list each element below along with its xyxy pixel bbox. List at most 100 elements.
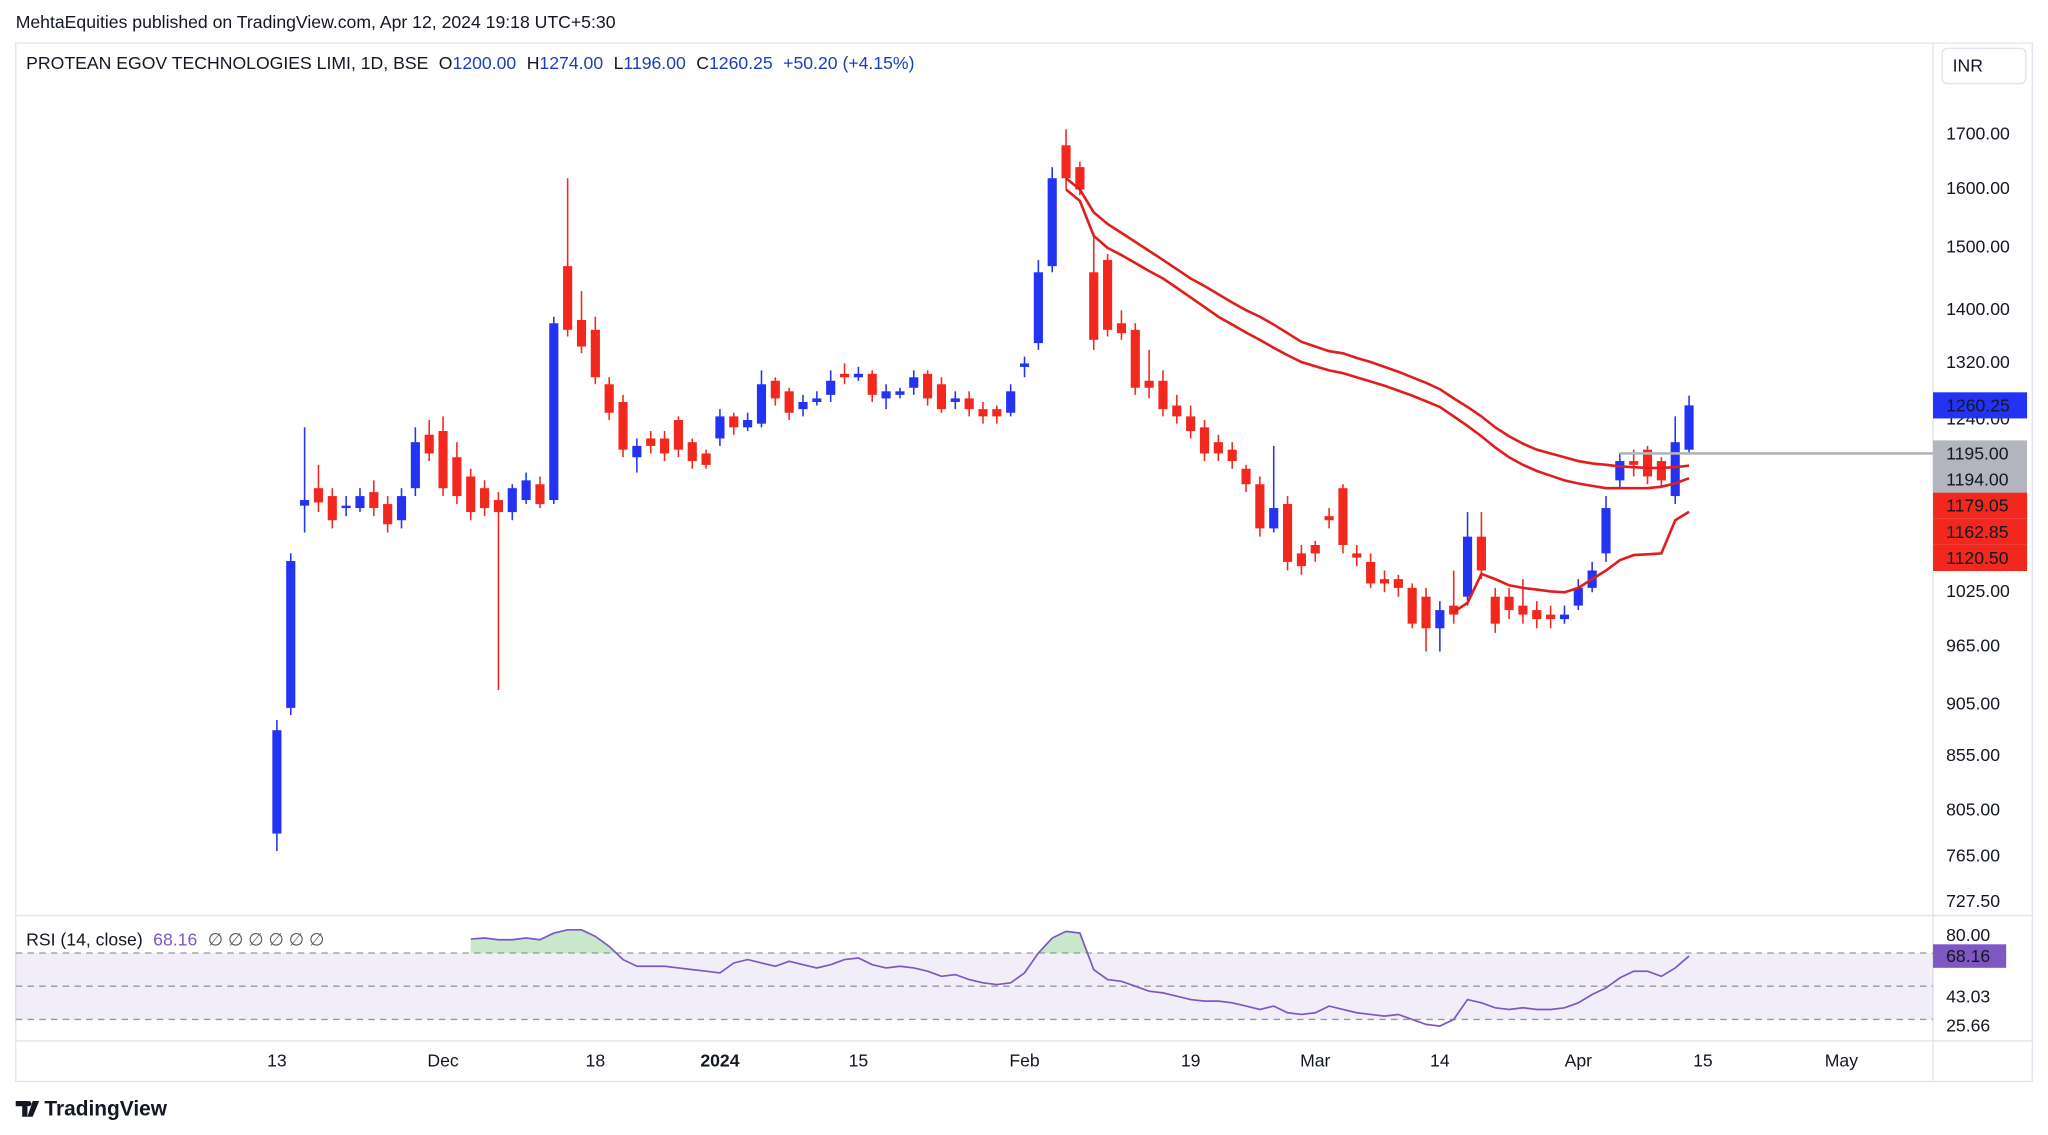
candle-body [1061,145,1071,179]
currency: INR [1953,55,1983,75]
logo: TradingView [15,1098,168,1121]
candle-body [563,266,573,330]
candle-body [1310,544,1320,554]
ohlc-value: 1200.00 [453,53,517,73]
candle-body [272,730,282,834]
candle-body [466,476,476,513]
y-tick-label: 855.00 [1946,745,2000,765]
candles [272,129,1694,852]
candle-body [770,380,780,399]
currency-box[interactable] [1941,47,2027,85]
candle-body [992,409,1002,417]
ohlc-key: O [439,53,453,73]
publish-header: MehtaEquities published on TradingView.c… [16,12,616,32]
candle-body [1047,178,1057,267]
candle-body [1130,329,1140,388]
candle-body [646,438,656,446]
candle-body [1186,416,1196,432]
y-tick-label: 765.00 [1946,846,2000,866]
overbought-fill [470,929,1690,954]
candle-body [1213,442,1223,454]
candle-body [1421,596,1431,629]
candle-body [1296,553,1306,567]
candle-body [964,398,974,410]
ohlc-value: 1196.00 [623,53,686,73]
candle-body [1172,405,1182,417]
y-tick-label: 1400.00 [1946,299,2010,319]
candle-body [424,434,434,454]
candle-body [1158,380,1168,410]
candle-body [1103,259,1113,330]
price-tag [1933,392,2028,419]
brand: TradingView [44,1098,167,1121]
symbol-title: PROTEAN EGOV TECHNOLOGIES LIMI, 1D, BSE [26,53,428,73]
candle-body [1393,579,1403,588]
rsi-inputs: ∅ ∅ ∅ ∅ ∅ ∅ [208,929,325,949]
price-tag [1933,518,2028,545]
candle-body [549,323,559,501]
candle-body [1324,516,1334,521]
logo-icon [15,1101,40,1117]
candle-body [1006,391,1016,413]
candle-body [521,480,531,501]
rsi-value: 68.16 [153,929,197,949]
candle-body [743,420,753,428]
candle-body [604,384,614,413]
rsi-tick-label: 80.00 [1946,925,1990,945]
candle-body [286,561,296,708]
candle-body [936,384,947,410]
candle-body [1615,461,1625,481]
ohlc-key: L [614,53,624,73]
candle-body [1379,579,1390,584]
x-tick-label: Dec [427,1051,459,1071]
candle-body [729,416,739,428]
candle-body [1670,442,1680,497]
y-tick-label: 905.00 [1946,694,2000,714]
candle-body [1462,536,1473,597]
change: +50.20 (+4.15%) [783,53,914,73]
ohlc-value: 1274.00 [539,53,603,73]
candle-body [895,391,905,395]
x-tick-label: Mar [1300,1051,1330,1071]
ema-line [1065,188,1690,490]
candle-body [1019,363,1030,367]
candle-body [715,416,725,439]
y-tick-label: 727.50 [1946,891,2000,911]
candle-body [300,500,310,506]
y-tick-label: 805.00 [1946,799,2000,819]
candle-body [1282,504,1293,562]
price-tag-label: 1260.25 [1946,395,2010,415]
price-tag-label: 1162.85 [1946,522,2009,542]
candle-body [438,431,448,489]
candle-body [1642,449,1653,477]
candle-body [673,420,683,450]
candle-body [355,496,365,509]
candle-body [978,409,988,417]
x-tick-label: 18 [586,1051,606,1071]
y-tick-label: 1320.00 [1946,352,2010,372]
candle-body [812,398,822,402]
candle-body [784,391,794,413]
candle-body [1518,605,1528,615]
candle-body [756,384,767,424]
candle-body [1490,596,1500,624]
ema-line [1452,510,1690,614]
price-tag-label: 1179.05 [1946,496,2009,516]
candle-body [1269,508,1279,529]
candle-body [618,401,628,450]
ohlc-value: 1260.25 [709,53,773,73]
frame [15,42,2033,1083]
candle-body [1199,427,1210,454]
ema-line [1065,177,1690,470]
x-tick-label: 19 [1181,1051,1201,1071]
candle-body [853,373,863,378]
candle-body [1255,484,1265,529]
rsi-tick-label: 43.03 [1946,986,1990,1006]
candle-body [1227,449,1237,462]
candle-body [1504,596,1514,611]
y-tick-label: 965.00 [1946,635,2000,655]
candle-body [576,319,587,347]
